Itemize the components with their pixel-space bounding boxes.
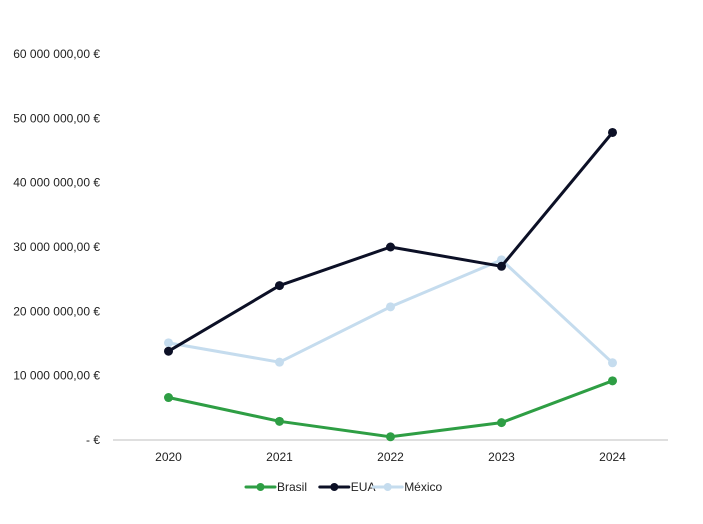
x-tick-label: 2022	[377, 450, 404, 464]
legend-swatch-marker	[383, 483, 392, 491]
data-point-eua	[275, 281, 284, 291]
legend-label: México	[404, 480, 442, 494]
series-line-eua	[167, 131, 614, 353]
y-tick-label: - €	[86, 433, 100, 447]
data-point-mexico	[608, 358, 617, 368]
x-axis-ticks: 2020 2021 2022 2023 2024	[155, 450, 626, 464]
x-tick-label: 2020	[155, 450, 182, 464]
data-point-brasil	[497, 418, 506, 428]
data-point-eua	[164, 346, 173, 356]
y-tick-label: 40 000 000,00 €	[13, 176, 100, 190]
data-point-mexico	[275, 357, 284, 367]
data-point-mexico	[164, 338, 173, 348]
data-point-mexico	[386, 302, 395, 312]
y-tick-label: 20 000 000,00 €	[13, 304, 100, 318]
legend-label: EUA	[351, 480, 376, 494]
legend-label: Brasil	[277, 480, 307, 494]
x-tick-label: 2024	[599, 450, 626, 464]
y-tick-label: 30 000 000,00 €	[13, 240, 100, 254]
series-lines	[164, 127, 617, 442]
data-point-brasil	[164, 393, 173, 403]
series-brasil	[164, 376, 617, 442]
y-tick-label: 60 000 000,00 €	[13, 47, 100, 61]
x-tick-label: 2023	[488, 450, 515, 464]
legend-swatch-marker	[256, 483, 265, 491]
data-point-eua	[386, 242, 395, 252]
legend-item-mexico: México	[371, 480, 443, 494]
data-point-eua	[497, 261, 506, 271]
y-tick-label: 10 000 000,00 €	[13, 369, 100, 383]
data-point-brasil	[386, 432, 395, 442]
data-point-brasil	[275, 416, 284, 426]
legend-item-brasil: Brasil	[244, 480, 307, 494]
data-point-eua	[608, 127, 617, 137]
legend: Brasil EUA México	[244, 480, 443, 494]
series-mexico	[164, 255, 617, 368]
data-point-brasil	[608, 376, 617, 386]
series-eua	[164, 127, 617, 356]
legend-item-eua: EUA	[318, 480, 376, 494]
legend-swatch-marker	[330, 483, 339, 491]
x-tick-label: 2021	[266, 450, 293, 464]
series-line-brasil	[167, 379, 614, 439]
y-tick-label: 50 000 000,00 €	[13, 111, 100, 125]
y-axis-ticks: - € 10 000 000,00 € 20 000 000,00 € 30 000 …	[13, 47, 100, 447]
